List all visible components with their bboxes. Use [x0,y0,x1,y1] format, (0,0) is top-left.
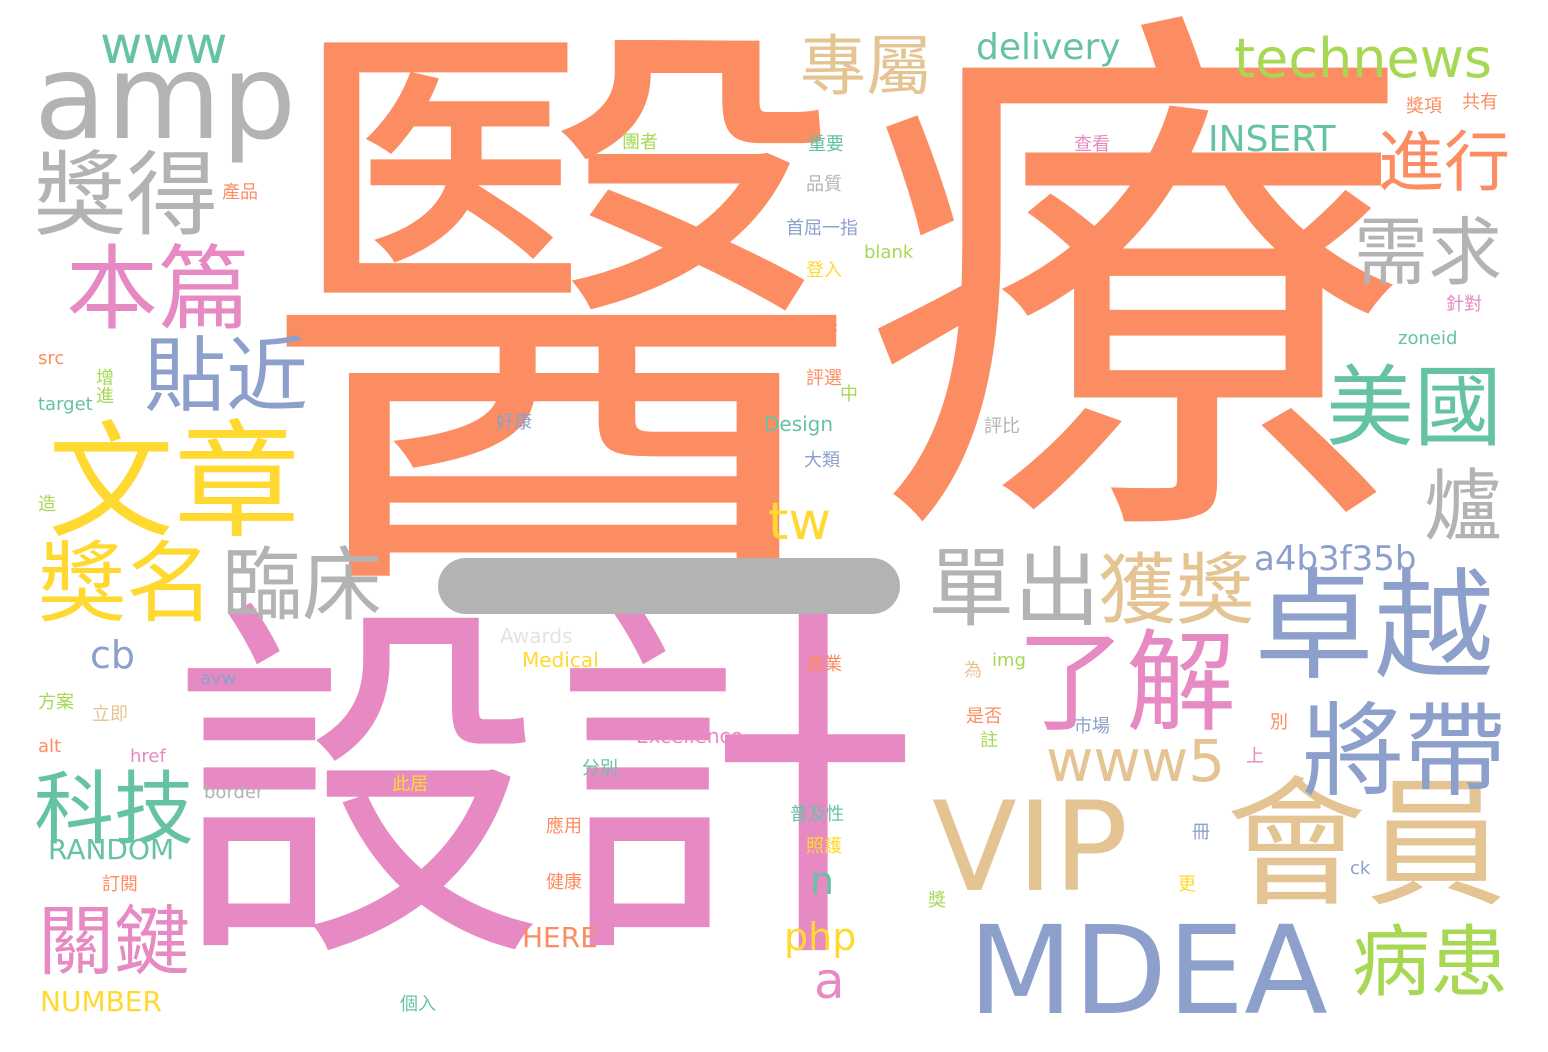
word-mdea: MDEA [968,900,1328,1042]
word-sheji: 設計 [170,571,922,1009]
word-www: www [100,16,228,76]
word-zengjin: 增進 [93,368,114,404]
word-jiangming: 獎名 [38,532,215,635]
word-jiangxiang: 獎項 [1406,96,1442,117]
word-img: img [992,650,1026,671]
word-danchu: 單出 [928,539,1100,639]
word-xuqiu: 需求 [1354,210,1502,296]
word-ce: 冊 [1192,822,1210,843]
word-lu: 爐 [1424,462,1503,552]
word-www5: www5 [1046,727,1226,795]
word-bingzhe: 病患 [1352,918,1509,1008]
word-jiankang: 健康 [546,872,582,893]
word-meiguo: 美國 [1326,356,1503,459]
word-zhi: 製 [820,314,838,335]
word-zao: 造 [38,494,56,515]
word-zhu: 註 [980,730,998,751]
word-gongyou: 共有 [1462,92,1498,113]
word-liao: 療 [862,0,1410,607]
word-shouquyizhi: 首屈一指 [786,218,858,239]
word-src: src [38,348,65,369]
word-dingyue: 訂閱 [102,874,138,895]
word-amp: amp [34,28,297,166]
word-keji: 科技 [34,763,194,856]
word-shifou: 是否 [966,706,1002,727]
word-zhongyao: 重要 [808,134,844,155]
word-zhaohu: 照護 [806,836,842,857]
word-blank: blank [864,242,914,263]
word-vip: VIP [932,776,1129,920]
word-here: HERE [522,921,598,954]
word-geru: 個入 [400,994,436,1015]
word-fangan: 方案 [38,692,74,713]
word-benpian: 本篇 [66,236,251,343]
word-huojiang: 獲獎 [1098,546,1255,636]
word-design: Design [764,412,834,436]
word-php: php [784,915,857,959]
word-shichang: 市場 [1074,716,1110,737]
word-tuanzhe: 團者 [622,132,658,153]
word-border: border [204,782,264,803]
word-guanjian: 關鍵 [38,897,190,986]
word-fenbie: 分別 [582,758,618,779]
word-tiejin: 貼近 [144,329,309,424]
word-puji: 普及性 [790,804,844,825]
word-pinzhi: 品質 [806,174,842,195]
word-a4b3f35b: a4b3f35b [1254,539,1417,579]
word-excellence: Excellence [636,724,743,748]
word-liaojie: 了解 [1016,619,1236,747]
word-shang: 上 [1246,746,1264,767]
word-dengru: 登入 [806,260,842,281]
word-chanye: 產業 [806,654,842,675]
word-delivery: delivery [976,27,1121,68]
word-medical: Medical [522,648,599,672]
word-zoneid: zoneid [1398,328,1458,349]
word-alt: alt [38,736,62,757]
word-jiang2: 獎 [928,890,946,911]
word-huiyuan: 會員 [1226,764,1507,927]
word-href: href [130,746,166,767]
word-zhuanshu: 專屬 [800,28,932,105]
word-wei: 為 [964,660,982,681]
word-target: target [38,394,93,415]
word-awards: Awards [500,624,573,648]
word-jinxing: 進行 [1378,124,1510,201]
word-haokang: 好康 [496,412,532,433]
word-dalei: 大類 [804,450,840,471]
word-liji: 立即 [92,704,128,725]
word-random: RANDOM [48,833,175,866]
word-ck: ck [1350,858,1371,879]
word-pingbi: 評比 [984,416,1020,437]
word-ciju: 此居 [392,774,428,795]
word-insert: INSERT [1208,119,1336,160]
word-zhendui: 針對 [1446,294,1482,315]
word-a: a [814,952,845,1010]
word-pingxuan: 評選 [806,368,842,389]
word-linchuang: 臨床 [222,539,382,632]
word-chanpin: 產品 [222,182,258,203]
word-chakan: 查看 [1074,134,1110,155]
word-cb: cb [90,633,136,677]
word-bie: 別 [1270,712,1288,733]
word-zhuoyue: 卓越 [1254,558,1494,697]
word-n: n [810,859,835,903]
word-technews: technews [1234,27,1493,90]
word-jiangde: 獎得 [34,142,219,249]
word-avw: avw [200,668,237,689]
word-jiangdai: 將帶 [1302,693,1506,812]
word-tw: tw [768,492,831,552]
word-geng: 更 [1178,874,1196,895]
word-number: NUMBER [40,985,162,1018]
word-yi: 醫 [262,0,862,671]
word-zhong: 中 [840,384,858,405]
decorative-bar [438,558,900,614]
word-wenzhang: 文章 [48,409,300,556]
word-yingyong: 應用 [546,816,582,837]
